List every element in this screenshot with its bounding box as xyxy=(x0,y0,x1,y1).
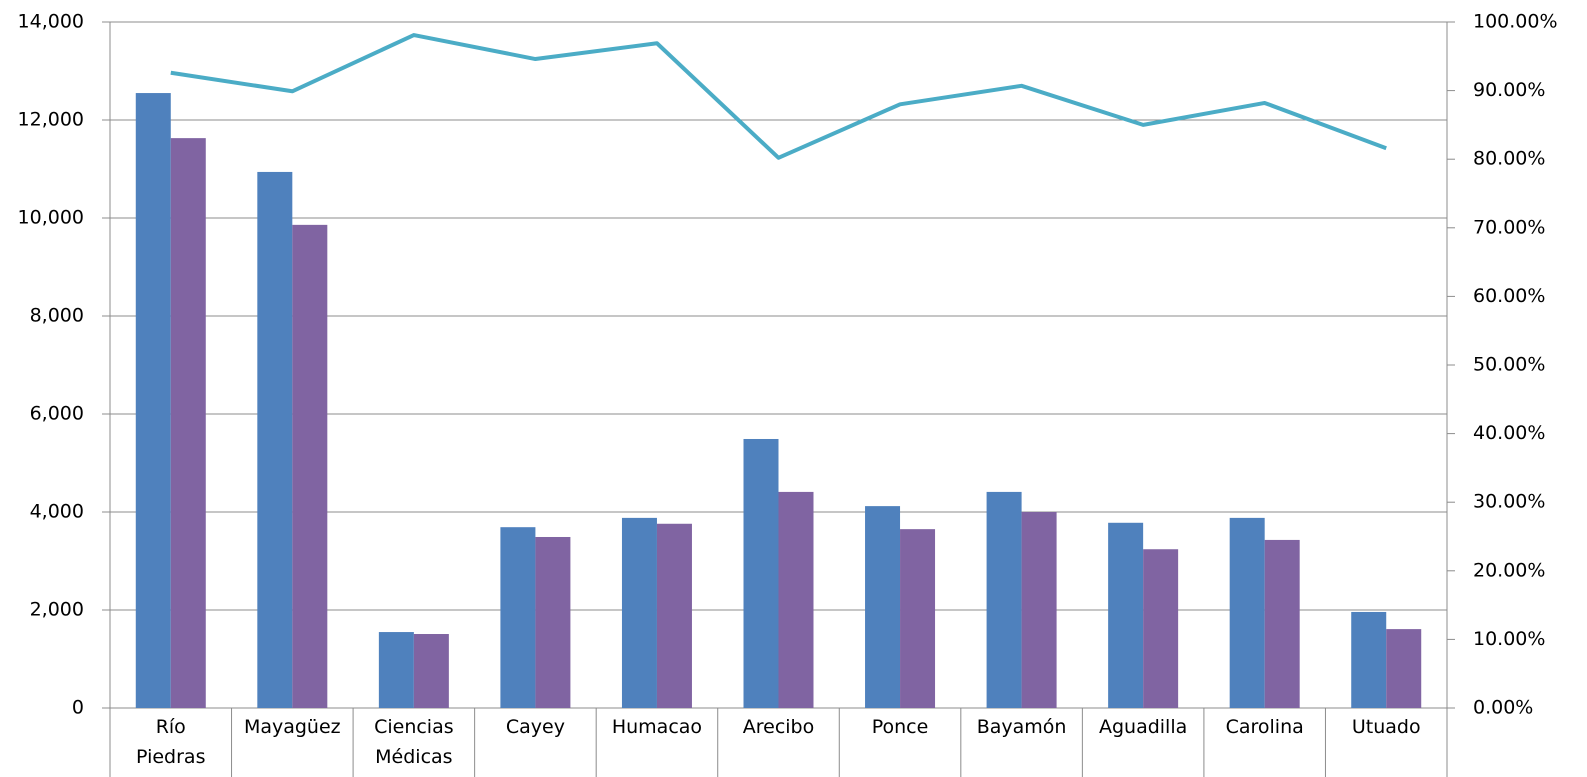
x-tick-label: Utuado xyxy=(1351,716,1421,738)
bar xyxy=(986,491,1022,708)
bar xyxy=(1264,539,1300,708)
x-tick-label: Río Piedras xyxy=(136,716,206,768)
x-tick-label: Carolina xyxy=(1225,716,1304,738)
bar xyxy=(135,93,171,709)
y2-tick-label: 40.00% xyxy=(1473,422,1545,444)
y2-tick-label: 70.00% xyxy=(1473,216,1545,238)
y-tick-label: 12,000 xyxy=(18,109,84,131)
bar xyxy=(1143,549,1179,708)
y-tick-label: 6,000 xyxy=(30,403,84,425)
x-tick-label: Mayagüez xyxy=(243,716,341,738)
bar xyxy=(778,491,814,708)
bar xyxy=(500,527,536,708)
bar xyxy=(621,517,657,708)
bar xyxy=(535,536,571,708)
bar xyxy=(292,224,328,709)
bar xyxy=(1351,611,1387,708)
y2-tick-label: 10.00% xyxy=(1473,628,1545,650)
y2-tick-label: 20.00% xyxy=(1473,559,1545,581)
y2-tick-label: 50.00% xyxy=(1473,354,1545,376)
y2-tick-label: 60.00% xyxy=(1473,285,1545,307)
y-tick-label: 4,000 xyxy=(30,501,84,523)
y2-tick-label: 30.00% xyxy=(1473,491,1545,513)
bar xyxy=(1021,512,1057,708)
x-tick-label: Bayamón xyxy=(976,716,1067,738)
x-tick-label: Ciencias Médicas xyxy=(374,716,454,768)
bar xyxy=(1108,522,1144,708)
y-tick-label: 2,000 xyxy=(30,599,84,621)
bar xyxy=(865,506,901,708)
bar xyxy=(1386,629,1422,708)
bar xyxy=(413,634,449,708)
x-tick-label: Humacao xyxy=(611,716,703,738)
bar xyxy=(743,438,779,708)
x-tick-label: Aguadilla xyxy=(1098,716,1188,738)
y-tick-label: 10,000 xyxy=(18,207,84,229)
x-tick-label: Ponce xyxy=(871,716,929,738)
y2-tick-label: 0.00% xyxy=(1473,697,1533,719)
y-tick-label: 14,000 xyxy=(18,11,84,33)
y2-tick-label: 90.00% xyxy=(1473,79,1545,101)
bar xyxy=(656,523,692,708)
line xyxy=(170,33,1387,160)
y2-tick-label: 80.00% xyxy=(1473,148,1545,170)
bar xyxy=(900,529,936,708)
bar xyxy=(1229,517,1265,708)
y-tick-label: 0 xyxy=(72,697,84,719)
y2-tick-label: 100.00% xyxy=(1473,11,1558,33)
x-tick-label: Cayey xyxy=(505,716,565,738)
bar xyxy=(378,632,414,708)
y-tick-label: 8,000 xyxy=(30,305,84,327)
bar xyxy=(257,171,293,708)
bar xyxy=(170,138,206,708)
x-tick-label: Arecibo xyxy=(742,716,815,738)
